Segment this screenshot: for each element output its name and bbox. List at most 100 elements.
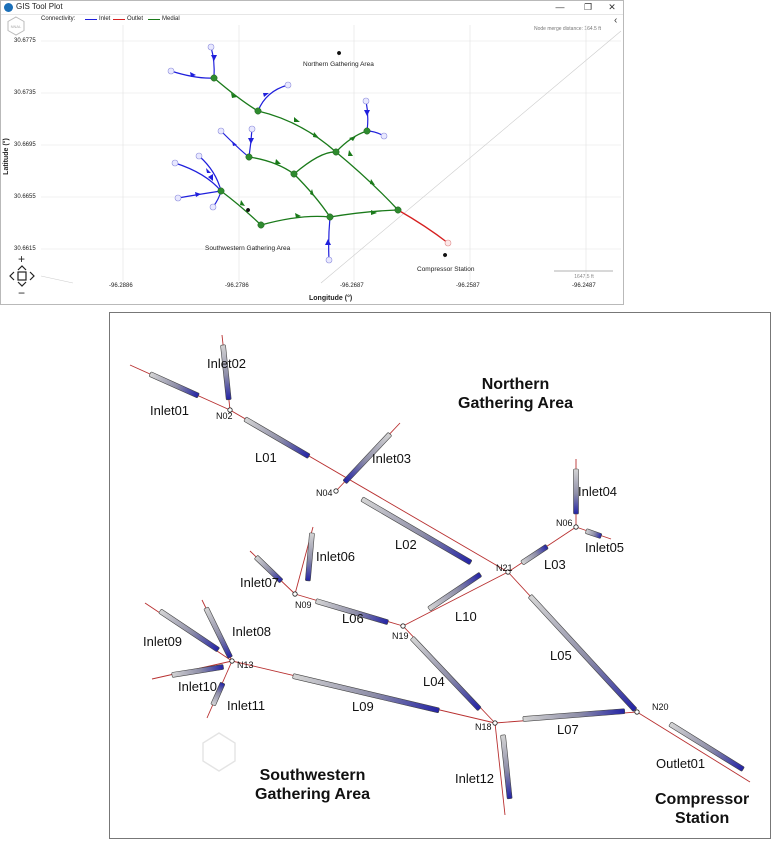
lon-tick: -96.2687 — [340, 283, 364, 289]
pipe-label: Inlet03 — [372, 451, 411, 466]
title-bar: GIS Tool Plot — ❐ ✕ — [1, 1, 623, 15]
pipe-L04 — [410, 636, 482, 711]
reference-diagonal — [320, 30, 622, 284]
schematic-pipes[interactable] — [148, 344, 745, 800]
area-label-northern: Northern Gathering Area — [458, 376, 573, 412]
schematic-node-circles[interactable] — [227, 407, 640, 726]
pipe-label: L01 — [255, 450, 277, 465]
close-button[interactable]: ✕ — [608, 2, 616, 12]
schematic-node-labels: N02 N04 N06 N09 N13 N18 N19 N20 N21 — [216, 411, 669, 732]
longitude-axis-label: Longitude (°) — [309, 295, 353, 302]
map-pipe-L09a — [220, 190, 262, 226]
pipe-label: Inlet10 — [178, 679, 217, 694]
map-pipe-L02 — [257, 110, 337, 153]
gis-tool-plot-window: GIS Tool Plot — ❐ ✕ ‹ Connectivity: Inle… — [0, 0, 624, 305]
pipe-label: L04 — [423, 674, 445, 689]
pipe-label: Inlet05 — [585, 540, 624, 555]
maximize-button[interactable]: ❐ — [583, 2, 593, 12]
map-gridlines — [41, 25, 621, 281]
legend-medial-swatch — [148, 19, 160, 21]
area-label-compressor: Compressor Station — [655, 791, 750, 827]
legend-inlet-swatch — [85, 19, 97, 21]
pipe-inlet04 — [573, 468, 579, 515]
pipe-inlet07 — [254, 555, 283, 583]
pipe-label: Outlet01 — [656, 756, 705, 771]
legend-outlet-label: Outlet — [127, 16, 144, 22]
legend-outlet-swatch — [113, 19, 125, 21]
node-merge-distance: Node merge distance: 164.5 ft — [534, 26, 601, 32]
pipe-outlet01 — [668, 721, 745, 772]
pipe-inlet05 — [585, 528, 602, 539]
site-label-northern: Northern Gathering Area — [303, 61, 374, 68]
connection-lines — [129, 334, 751, 816]
pipe-label: L03 — [544, 557, 566, 572]
pipe-inlet01 — [148, 371, 200, 398]
pipe-label: Inlet01 — [150, 403, 189, 418]
lat-tick: 30.6655 — [14, 194, 36, 200]
node-label: N13 — [237, 660, 254, 670]
site-label-compressor: Compressor Station — [417, 266, 475, 273]
map-pipe-L10 — [293, 151, 337, 175]
pipe-label: L10 — [455, 609, 477, 624]
lat-tick: 30.6615 — [14, 246, 36, 252]
site-label-southwestern: Southwestern Gathering Area — [205, 245, 291, 252]
map-pipe-L07 — [329, 209, 399, 218]
area-label-southwestern: Southwestern Gathering Area — [255, 767, 370, 803]
gis-map-canvas[interactable]: 1647.5 ft — [1, 1, 625, 306]
pipe-label: L07 — [557, 722, 579, 737]
outlet-endpoint — [444, 239, 452, 247]
lon-tick: -96.2886 — [109, 283, 133, 289]
network-schematic-panel: N02 N04 N06 N09 N13 N18 N19 N20 N21 Inle… — [109, 312, 771, 839]
lon-tick: -96.2487 — [572, 283, 596, 289]
watermark-hex-icon — [202, 732, 236, 772]
site-marker-icons — [246, 51, 448, 260]
map-pipe-L03 — [335, 130, 368, 153]
pipe-inlet09 — [158, 609, 220, 652]
pipe-label: Inlet12 — [455, 771, 494, 786]
pipe-L05 — [528, 594, 637, 712]
pipe-label: Inlet06 — [316, 549, 355, 564]
node-label: N18 — [475, 722, 492, 732]
outlet-pipe — [397, 209, 449, 244]
pipe-inlet08 — [203, 606, 233, 659]
inlet-pipes — [170, 46, 385, 261]
pipe-inlet10 — [171, 664, 224, 678]
pipe-L07 — [522, 708, 626, 722]
zoom-out-button[interactable]: − — [18, 286, 26, 300]
reference-line — [40, 275, 74, 284]
pan-arrows-icon[interactable] — [9, 265, 35, 287]
inlet-arrows — [190, 55, 370, 245]
pipe-label: L02 — [395, 537, 417, 552]
lon-tick: -96.2587 — [456, 283, 480, 289]
collapse-panel-chevron-icon[interactable]: ‹ — [614, 15, 618, 26]
pipe-L01 — [243, 416, 311, 459]
pipe-label: L09 — [352, 699, 374, 714]
schematic-pipe-labels: Inlet01 Inlet02 Inlet03 Inlet04 Inlet05 … — [143, 356, 705, 786]
node-label: N21 — [496, 563, 513, 573]
legend-medial-label: Medial — [162, 16, 180, 22]
pipe-L06 — [315, 598, 389, 625]
lat-tick: 30.6775 — [14, 38, 36, 44]
minimize-button[interactable]: — — [555, 2, 565, 12]
map-pipe-L09b — [260, 215, 331, 226]
legend-inlet-label: Inlet — [99, 16, 111, 22]
map-nodes[interactable] — [210, 74, 402, 229]
medial-pipes — [213, 77, 399, 226]
node-label: N20 — [652, 702, 669, 712]
map-pipe-L06 — [248, 156, 295, 175]
pipe-inlet12 — [500, 734, 513, 800]
pipe-label: L06 — [342, 611, 364, 626]
pipe-L03 — [520, 544, 549, 565]
lon-tick: -96.2786 — [225, 283, 249, 289]
schematic-canvas: N02 N04 N06 N09 N13 N18 N19 N20 N21 Inle… — [129, 334, 751, 816]
pipe-L09 — [292, 673, 440, 714]
pipe-label: Inlet04 — [578, 484, 617, 499]
pipe-L02 — [360, 496, 472, 565]
pipe-label: Inlet11 — [227, 698, 265, 713]
pipe-label: Inlet02 — [207, 356, 246, 371]
zoom-in-button[interactable]: + — [18, 252, 26, 266]
map-pipe-L04 — [293, 173, 331, 218]
window-title: GIS Tool Plot — [16, 2, 63, 11]
node-label: N09 — [295, 600, 312, 610]
map-pipe-L01 — [213, 77, 259, 112]
